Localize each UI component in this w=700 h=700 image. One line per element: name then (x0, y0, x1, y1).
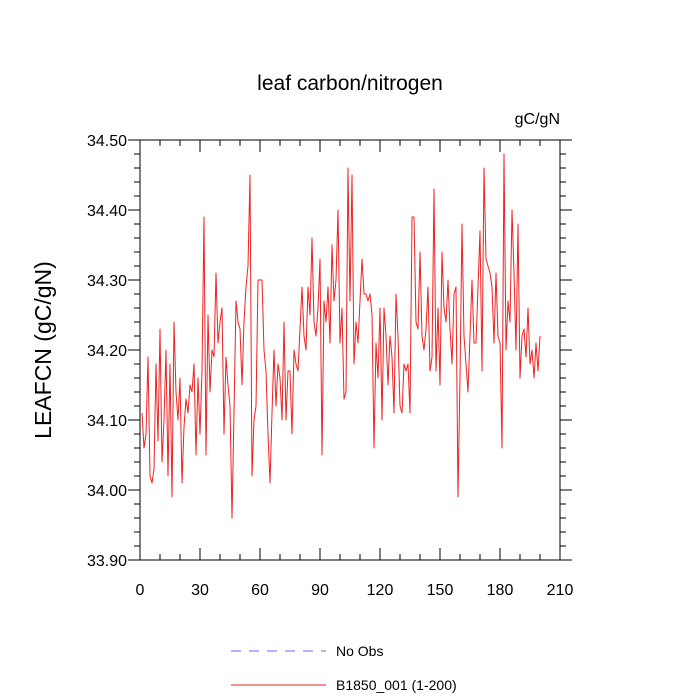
legend-label-b1850: B1850_001 (1-200) (336, 677, 457, 693)
x-tick-label: 60 (251, 582, 269, 599)
y-tick-label: 34.20 (87, 343, 127, 360)
x-tick-label: 30 (191, 582, 209, 599)
y-tick-label: 34.10 (87, 413, 127, 430)
y-tick-label: 34.30 (87, 273, 127, 290)
x-tick-label: 150 (427, 582, 454, 599)
y-tick-label: 34.40 (87, 203, 127, 220)
y-tick-label: 33.90 (87, 553, 127, 570)
chart-title: leaf carbon/nitrogen (257, 72, 443, 95)
y-axis-label: LEAFCN (gC/gN) (30, 261, 56, 439)
x-tick-label: 0 (136, 582, 145, 599)
plot-frame (139, 139, 561, 561)
x-tick-label: 210 (547, 582, 574, 599)
legend-label-no-obs: No Obs (336, 643, 383, 659)
x-tick-label: 120 (367, 582, 394, 599)
x-tick-label: 180 (487, 582, 514, 599)
units-label: gC/gN (515, 111, 560, 128)
y-tick-label: 34.50 (87, 133, 127, 150)
legend: No Obs B1850_001 (1-200) (231, 643, 457, 693)
series-layer (141, 153, 541, 519)
x-tick-label: 90 (311, 582, 329, 599)
y-tick-label: 34.00 (87, 483, 127, 500)
axis-tick-labels: 0 30 60 90 120 150 180 210 33.90 34.00 34.10 34.20 3… (87, 133, 573, 599)
series-line-b1850-001-1-200 (141, 153, 541, 519)
axis-ticks (128, 139, 572, 561)
